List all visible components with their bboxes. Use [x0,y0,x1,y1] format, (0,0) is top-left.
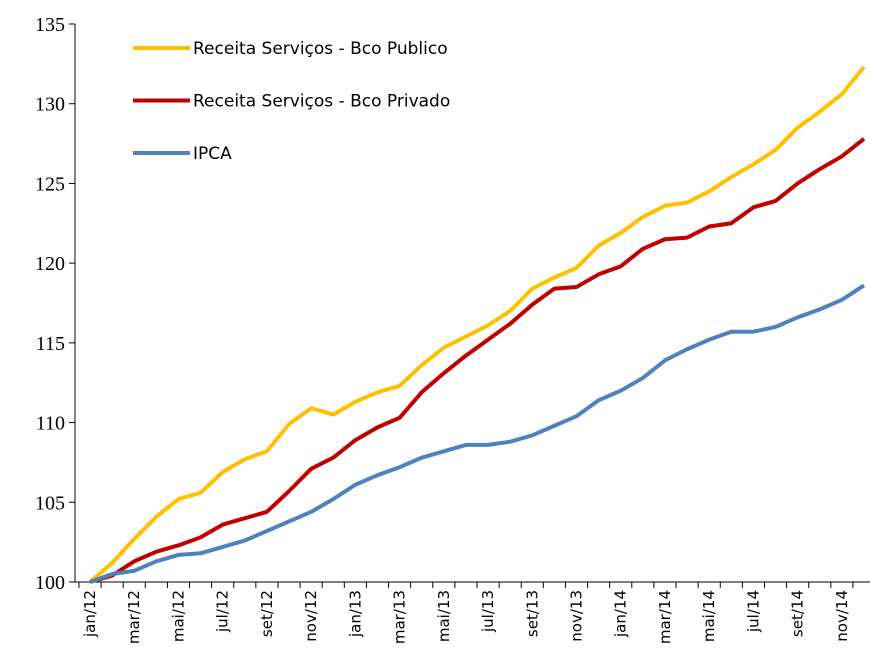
legend-label: Receita Serviços - Bco Privado [193,92,450,112]
y-tick-label: 115 [36,333,65,355]
x-tick-label: mai/14 [700,590,718,642]
x-tick-label: mar/13 [391,590,409,644]
y-tick-label: 100 [35,572,65,594]
x-tick-label: jul/13 [479,590,497,633]
x-tick-label: jan/12 [81,590,99,638]
x-tick-label: jan/13 [346,590,364,638]
y-tick-label: 135 [35,14,65,36]
series-line [88,65,866,584]
x-tick-label: nov/14 [833,590,851,642]
legend-label: IPCA [193,144,232,164]
x-tick-label: jul/14 [744,590,762,633]
x-tick-label: mar/14 [656,590,674,644]
y-tick-label: 120 [35,253,65,275]
x-tick-label: nov/12 [302,590,320,642]
legend-label: Receita Serviços - Bco Publico [193,39,448,59]
x-tick-label: jul/12 [214,590,232,633]
x-tick-label: jan/14 [612,590,630,638]
x-tick-label: nov/13 [568,590,586,642]
x-tick-label: mai/13 [435,590,453,642]
x-tick-label: set/12 [258,590,276,637]
y-tick-label: 110 [36,413,65,435]
x-tick-label: set/13 [523,590,541,637]
x-tick-label: mai/12 [169,590,187,642]
series-line [89,137,866,584]
y-tick-label: 125 [35,173,65,195]
y-tick-label: 130 [35,94,65,116]
y-tick-label: 105 [35,492,65,514]
x-tick-label: set/14 [789,590,807,637]
series-line [89,283,866,584]
x-tick-label: mar/12 [125,590,143,644]
